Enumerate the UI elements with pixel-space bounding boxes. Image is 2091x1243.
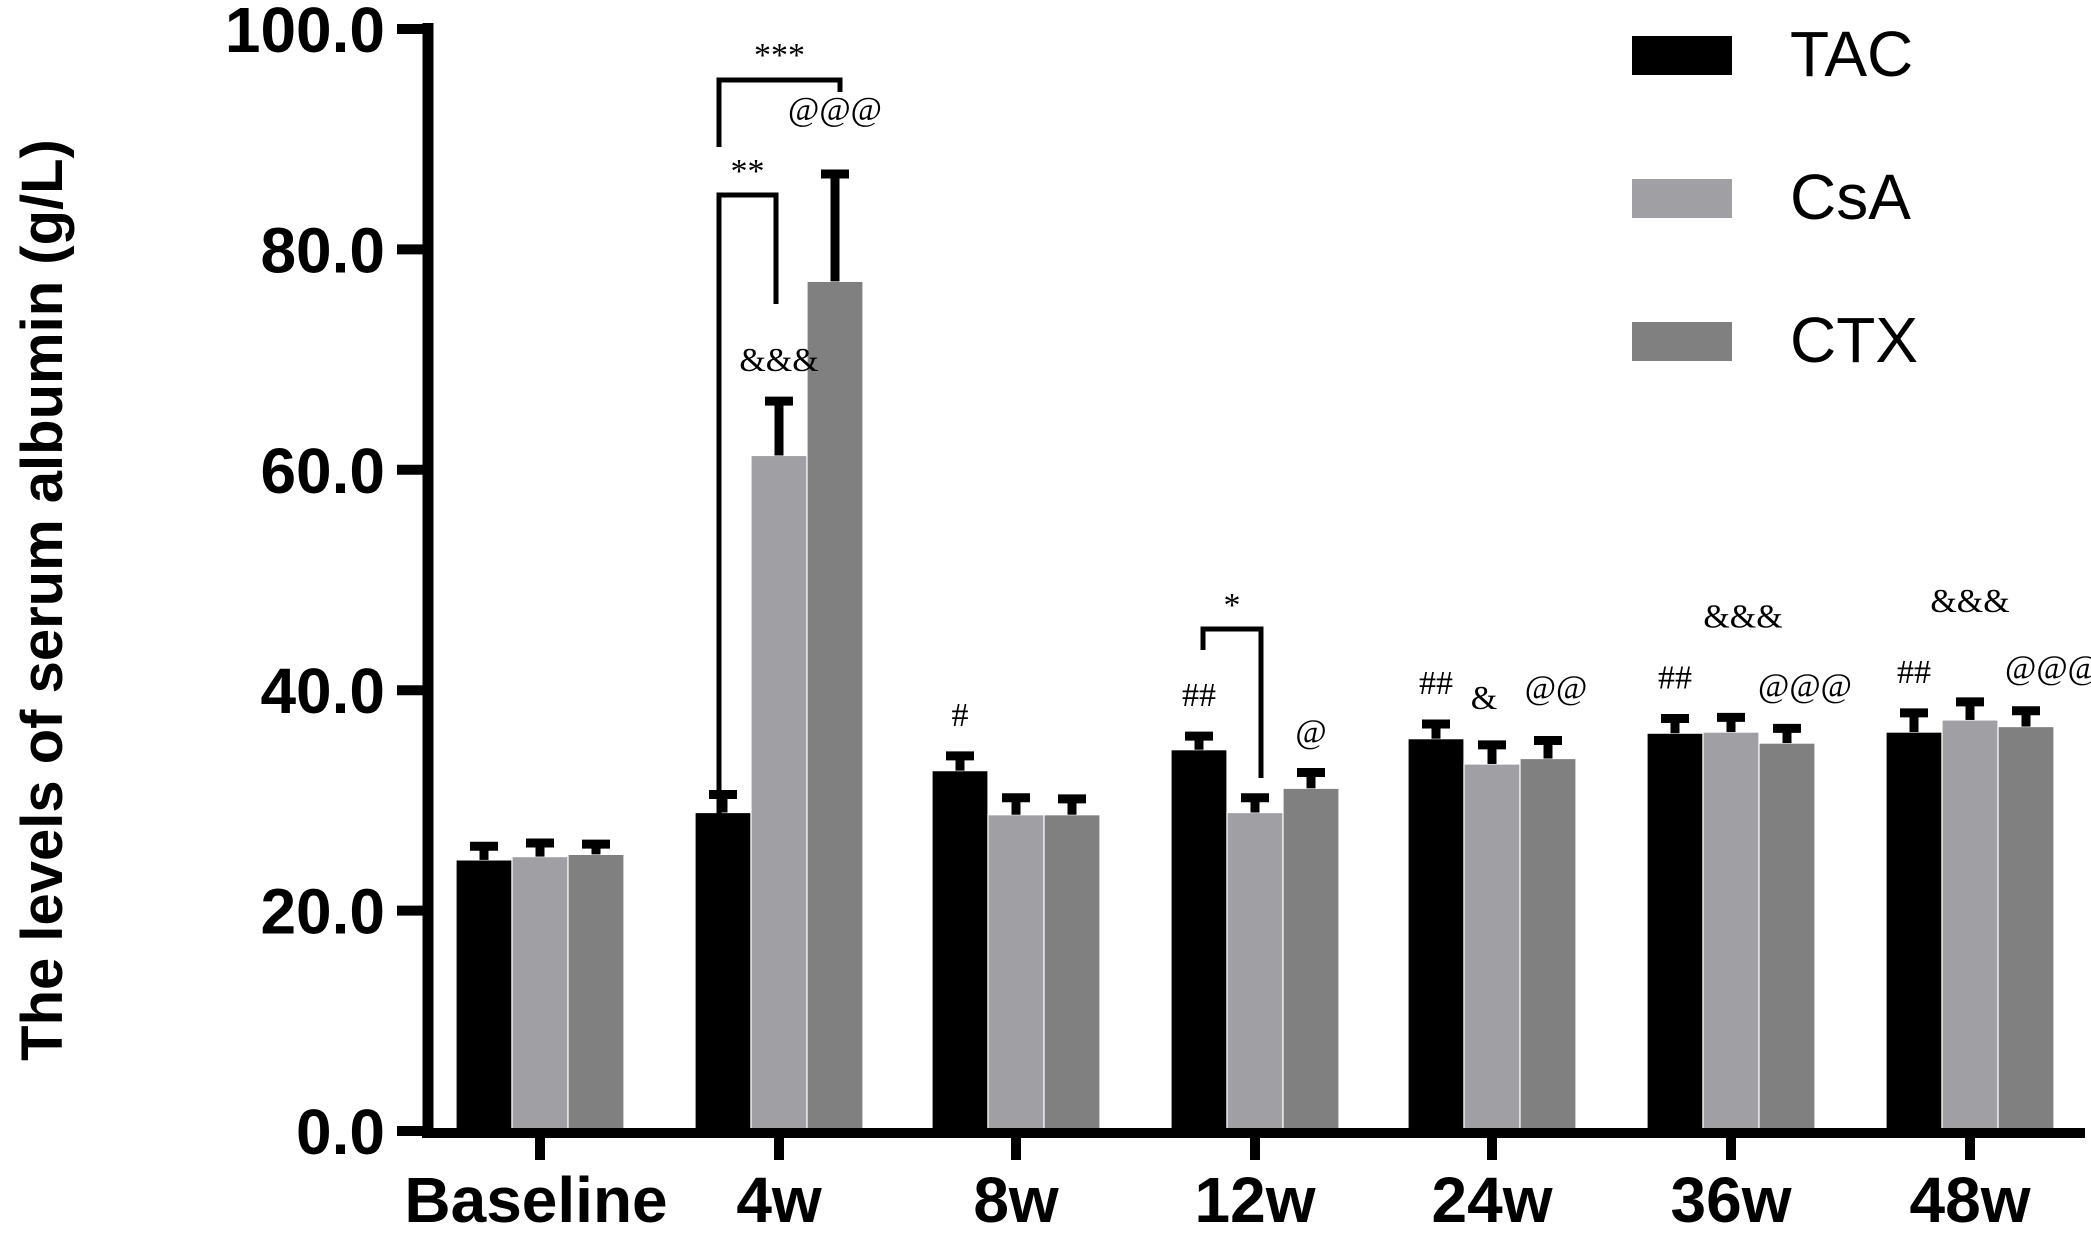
x-tick-label: 8w <box>973 1164 1059 1236</box>
significance-annotation: # <box>952 697 969 734</box>
bar-tac <box>1646 732 1704 1132</box>
bar-tac <box>1885 731 1943 1132</box>
significance-annotation: @@@ <box>1758 667 1852 704</box>
legend: TAC CsA CTX <box>1632 18 1918 376</box>
significance-brackets: ****** <box>716 37 1264 823</box>
bar-ctx <box>1997 725 2055 1132</box>
significance-annotation: ## <box>1897 654 1931 691</box>
bar-ctx <box>806 280 864 1132</box>
significance-annotation: ## <box>1182 677 1216 714</box>
x-axis-ticks: Baseline 4w 8w 12w 24w 36w 48w <box>404 1133 2031 1236</box>
bar-csa <box>1702 731 1760 1132</box>
bar-csa <box>1463 763 1521 1132</box>
significance-label: * <box>1224 587 1241 624</box>
significance-bracket <box>716 77 843 147</box>
significance-annotation: @ <box>1295 713 1326 750</box>
bar-ctx <box>567 853 625 1132</box>
bar-tac <box>1407 738 1465 1132</box>
x-tick-label: 36w <box>1671 1164 1792 1236</box>
significance-annotation: &&& <box>1703 598 1782 635</box>
bar-csa <box>511 856 569 1132</box>
significance-annotation: @@@ <box>2005 650 2091 687</box>
bar-tac <box>694 811 752 1132</box>
legend-label-tac: TAC <box>1790 18 1913 90</box>
x-tick-label: 48w <box>1910 1164 2031 1236</box>
y-tick-label: 40.0 <box>260 655 385 727</box>
significance-bracket <box>1200 626 1264 778</box>
y-tick-label: 0.0 <box>296 1096 385 1168</box>
significance-annotation: ## <box>1658 659 1692 696</box>
bar-csa <box>750 454 808 1132</box>
y-tick-label: 100.0 <box>225 0 385 66</box>
legend-swatch-csa <box>1632 179 1732 218</box>
bar-tac <box>931 770 989 1132</box>
x-tick-label: 24w <box>1432 1164 1553 1236</box>
significance-annotation: ## <box>1419 665 1453 702</box>
x-tick-label: 12w <box>1195 1164 1316 1236</box>
bar-ctx <box>1758 742 1816 1132</box>
y-tick-label: 60.0 <box>260 435 385 507</box>
y-tick-label: 20.0 <box>260 876 385 948</box>
bars <box>455 280 2055 1132</box>
x-tick-label: Baseline <box>404 1164 667 1236</box>
legend-label-csa: CsA <box>1790 161 1911 233</box>
error-bars <box>470 169 2040 860</box>
bar-csa <box>1226 811 1284 1132</box>
significance-annotation: &&& <box>739 342 818 379</box>
y-tick-label: 80.0 <box>260 214 385 286</box>
bar-tac <box>1170 749 1228 1132</box>
significance-label: ** <box>731 153 765 190</box>
bar-ctx <box>1282 787 1340 1132</box>
y-axis-ticks: 0.0 20.0 40.0 60.0 80.0 100.0 <box>225 0 428 1168</box>
y-axis-label: The levels of serum albumin (g/L) <box>10 139 75 1061</box>
bar-csa <box>987 814 1045 1132</box>
significance-annotation: & <box>1471 680 1497 717</box>
significance-annotation: &&& <box>1930 583 2009 620</box>
significance-annotation: @@@ <box>788 91 882 128</box>
bar-ctx <box>1519 757 1577 1132</box>
legend-label-ctx: CTX <box>1790 304 1918 376</box>
legend-swatch-tac <box>1632 36 1732 75</box>
bar-ctx <box>1043 814 1101 1132</box>
significance-bracket <box>716 192 779 823</box>
bar-tac <box>455 859 513 1132</box>
annotations: &&&@@@###@## & @@ ##&&&@@@ ##&&&@@@ <box>739 91 2091 750</box>
bar-csa <box>1941 719 1999 1132</box>
legend-swatch-ctx <box>1632 322 1732 361</box>
significance-label: *** <box>754 37 805 74</box>
significance-annotation: @@ <box>1525 669 1588 706</box>
x-tick-label: 4w <box>736 1164 822 1236</box>
